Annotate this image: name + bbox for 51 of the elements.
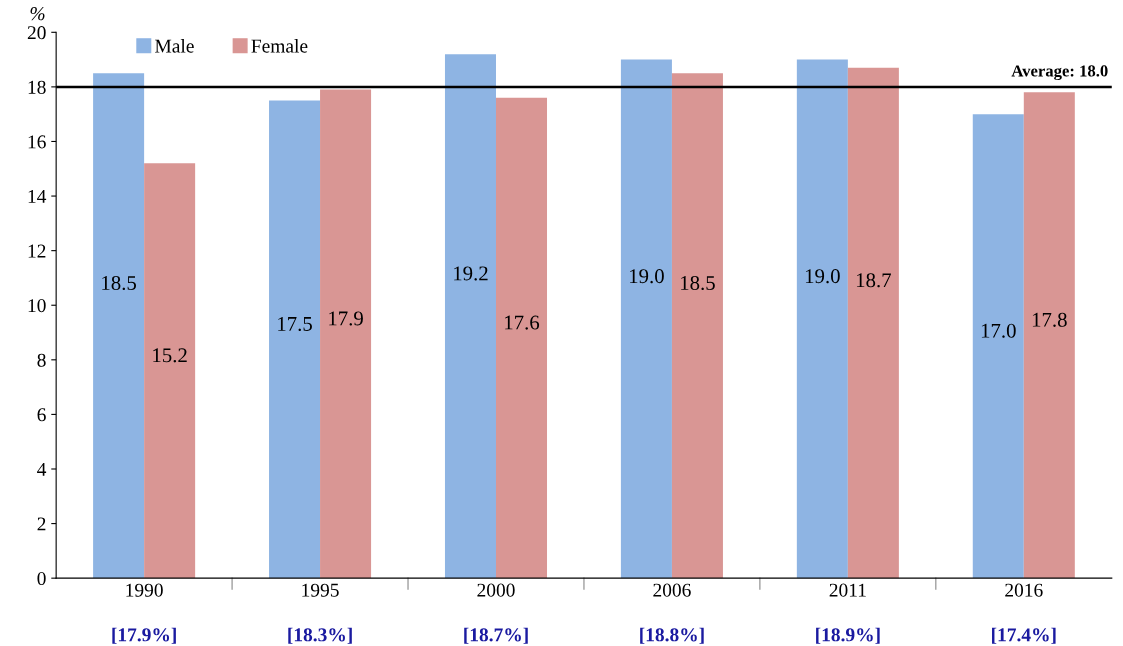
data-label: 15.2 [153,348,187,363]
text: [18.7%] [464,627,528,644]
y-tick-label: 14 [28,189,47,203]
bar [796,59,848,579]
bar [144,163,196,579]
text: [17.9%] [112,627,176,644]
bar [93,73,145,579]
text: [18.9%] [816,627,880,644]
y-tick-label: 0 [37,571,46,586]
y-tick-label: 16 [28,135,46,149]
data-label: 17.9 [329,311,363,326]
legend-label: Female [251,39,308,53]
data-label: 18.5 [102,275,137,291]
y-axis-title: % [30,7,45,21]
bar [269,100,321,579]
bar [444,54,496,579]
text: [17.4%] [992,627,1056,644]
legend-label: Male [155,39,194,53]
x-tick-label: 2011 [829,583,866,597]
y-tick-label: 12 [28,244,46,258]
text: [18.8%] [640,627,704,644]
bar [671,73,723,579]
x-tick-label: 1995 [302,583,339,597]
y-tick-label: 20 [27,26,46,40]
y-tick-label: 10 [28,299,46,313]
data-label: 19.0 [805,269,840,284]
bar [620,59,672,579]
data-label: 19.2 [454,266,488,281]
bar [495,97,548,579]
data-label: 18.5 [681,275,715,291]
y-tick-label: 4 [37,462,47,476]
data-label: 17.8 [1032,312,1067,327]
ref-line-label: Average: 18.0 [1011,65,1108,81]
bar [320,89,372,579]
y-tick-label: 18 [28,80,46,94]
bar [1023,92,1075,579]
y-tick-label: 8 [37,353,46,367]
data-label: 17.6 [505,315,540,330]
x-tick-label: 1990 [126,583,163,597]
y-tick-label: 2 [37,517,46,531]
y-tick-label: 6 [37,408,46,422]
data-label: 19.0 [630,269,664,284]
bar [972,114,1024,579]
x-tick-label: 2000 [477,583,515,597]
text: [18.3%] [288,627,352,644]
data-label: 17.0 [981,323,1016,338]
data-label: 18.7 [856,273,892,288]
x-tick-label: 2006 [653,583,691,597]
bar [847,67,899,579]
x-tick-label: 2016 [1005,583,1043,597]
data-label: 17.5 [278,316,312,332]
